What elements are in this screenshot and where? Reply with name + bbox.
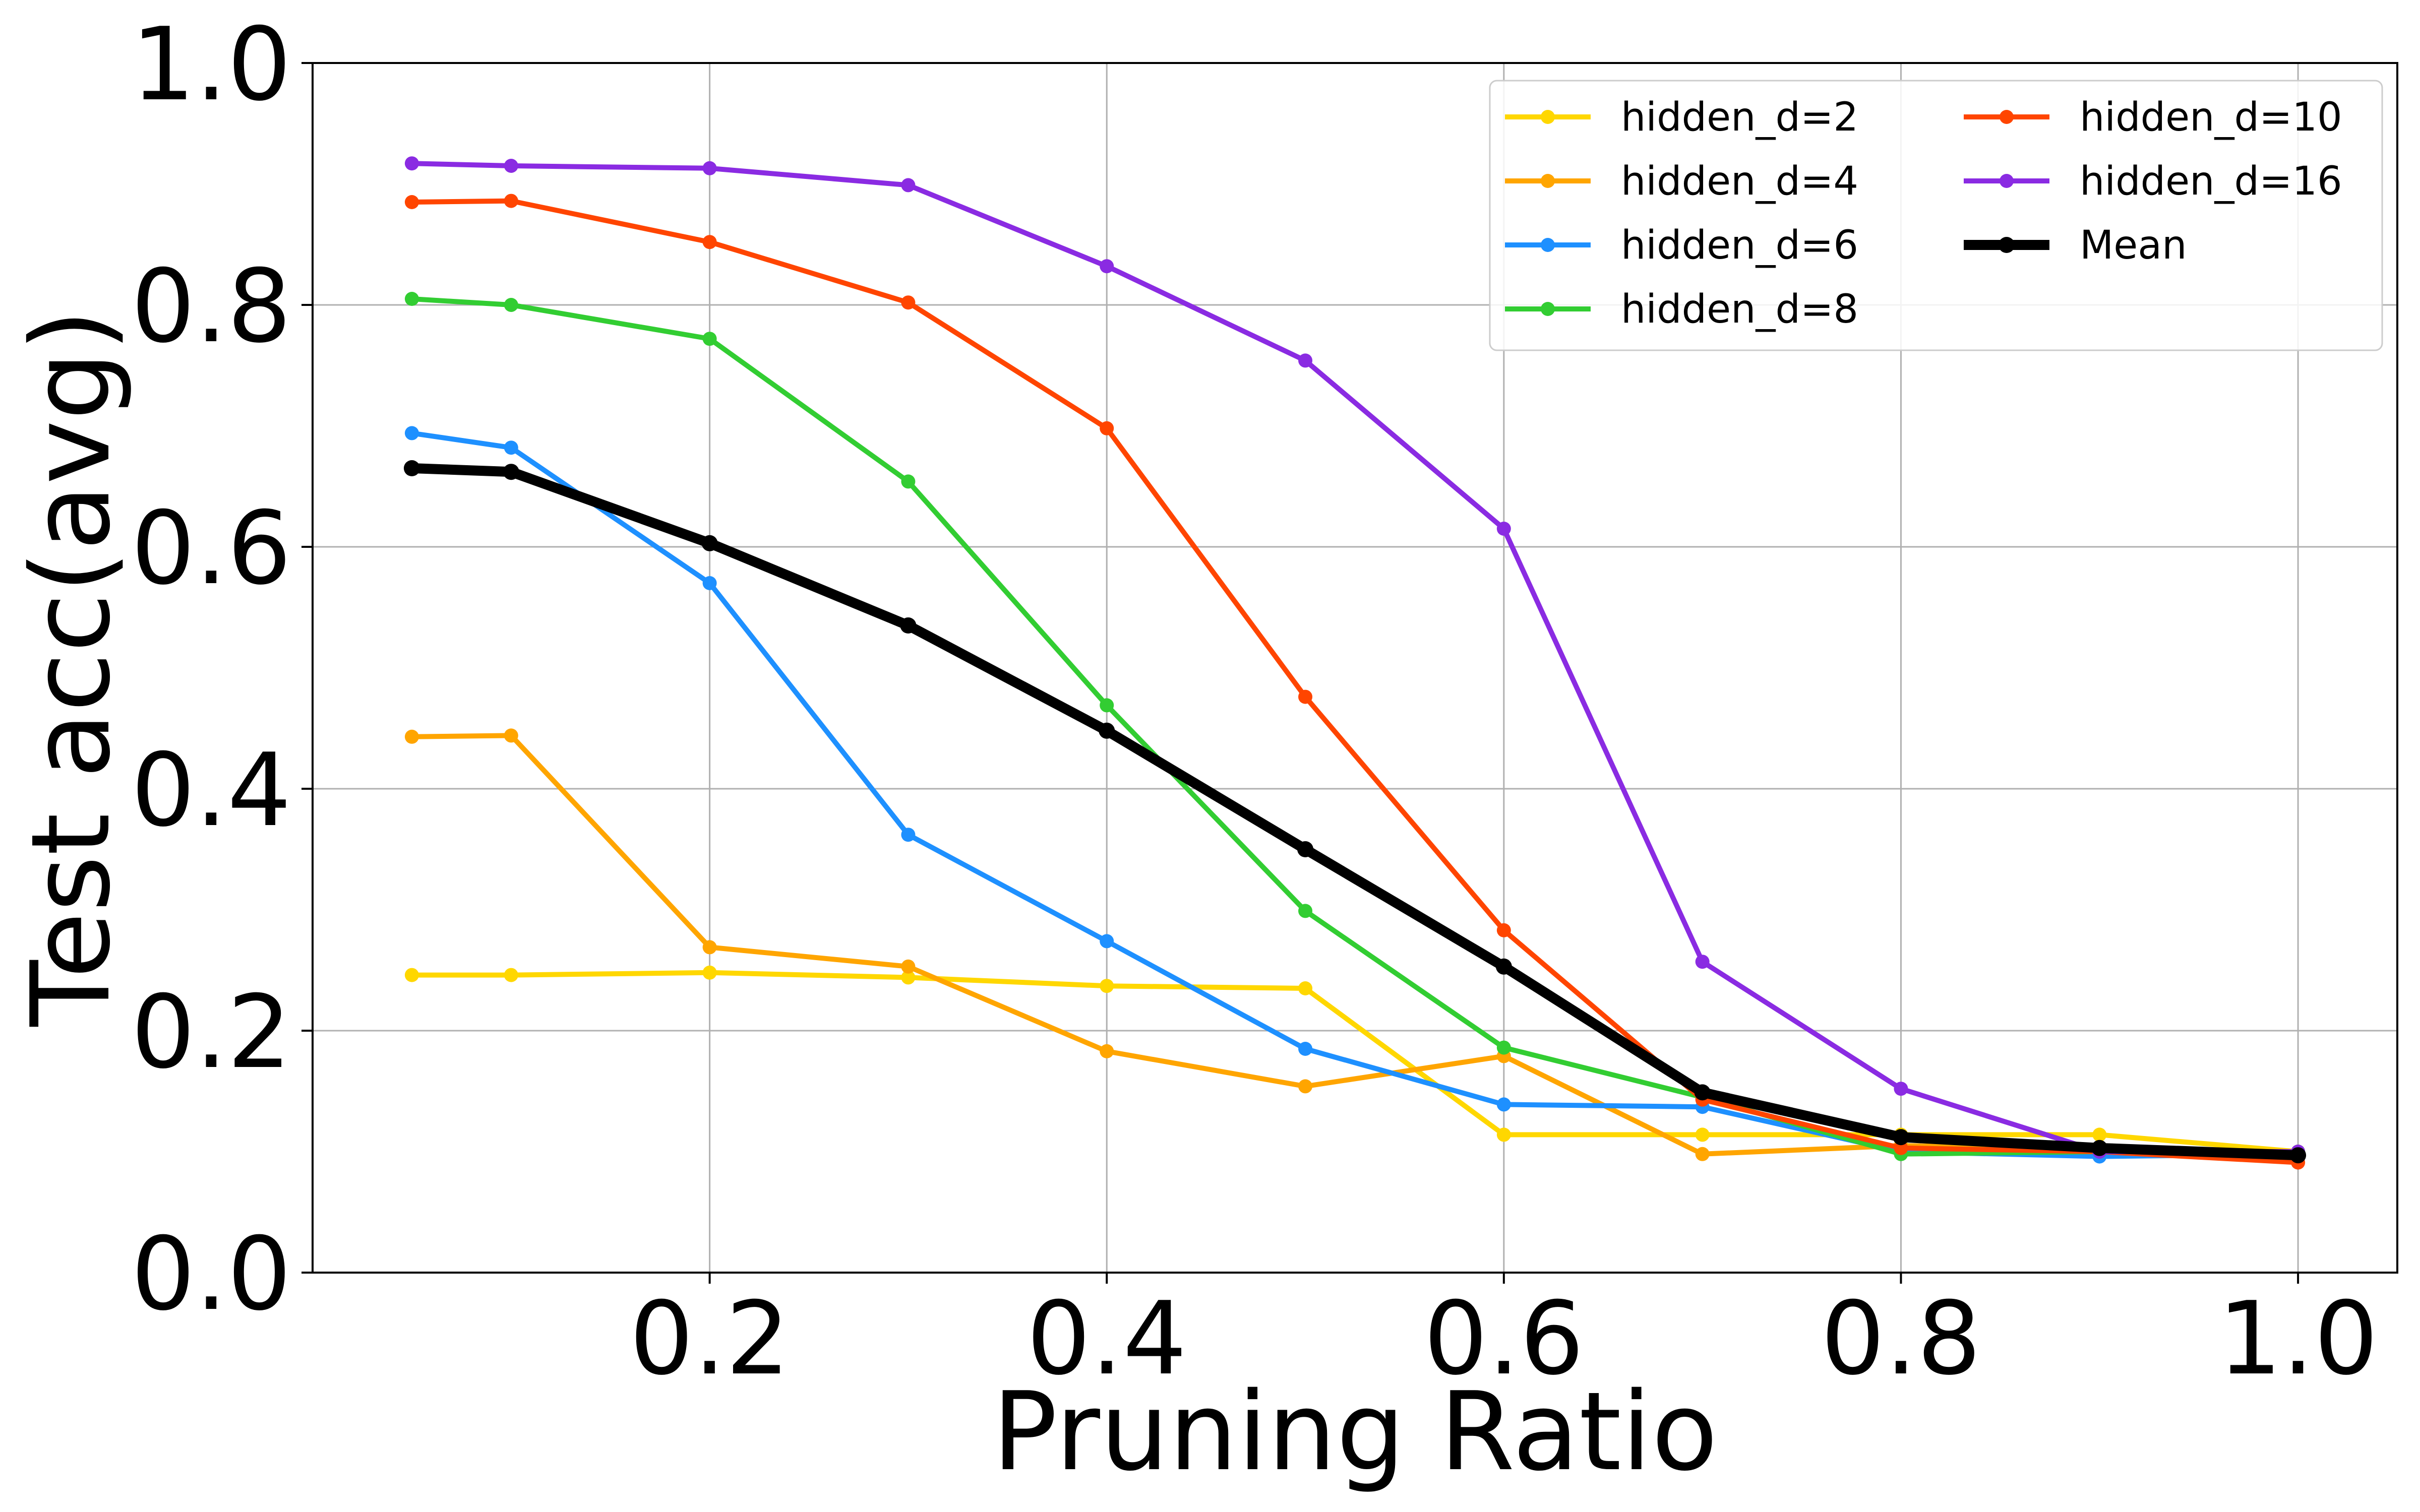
data-point [702,940,717,955]
legend-marker [2000,174,2014,188]
data-point [2091,1140,2108,1156]
y-tick-label: 1.0 [131,6,291,123]
data-point [1298,689,1313,704]
x-tick-label: 0.4 [1026,1280,1187,1398]
legend-label: hidden_d=6 [1621,223,1858,268]
data-point [1100,259,1114,274]
data-point [2290,1147,2307,1164]
legend-marker [1999,237,2015,253]
data-point [702,332,717,346]
data-point [1100,421,1114,435]
legend-frame [1489,80,2383,351]
data-point [1694,1084,1711,1101]
y-axis-title: Test acc(avg) [8,309,134,1027]
data-point [1894,1082,1908,1096]
data-point [1298,353,1313,368]
x-axis-title: Pruning Ratio [992,1368,1718,1495]
data-point [404,156,419,171]
legend-item: hidden_d=2 [1505,95,1858,140]
data-point [504,194,518,208]
series-Mean [403,460,2307,1164]
data-point [404,729,419,744]
data-point [1298,981,1313,995]
data-point [1496,522,1511,536]
data-point [901,828,916,842]
data-point [1298,1042,1313,1056]
legend-label: hidden_d=16 [2080,159,2342,204]
legend-item: hidden_d=8 [1505,287,1858,332]
legend-marker [1541,302,1555,316]
legend-marker [1541,110,1555,124]
data-point [503,464,519,480]
data-point [702,235,717,249]
x-tick-label: 0.8 [1821,1280,1981,1398]
data-point [404,195,419,209]
x-tick-label: 1.0 [2218,1280,2378,1398]
data-point [901,295,916,310]
data-point [504,968,518,982]
data-point [901,959,916,974]
data-point [1298,1079,1313,1094]
y-tick-label: 0.6 [131,490,291,607]
data-point [504,728,518,743]
data-point [1496,1040,1511,1055]
legend-item: Mean [1964,223,2187,268]
data-point [404,968,419,982]
data-point [1495,958,1512,975]
data-point [702,965,717,980]
data-point [901,178,916,193]
legend-marker [2000,110,2014,124]
legend-item: hidden_d=4 [1505,159,1858,204]
y-tick-label: 0.4 [131,732,291,849]
legend-marker [1541,238,1555,252]
legend: hidden_d=2 hidden_d=4 hidden_d=6 hidden_d=8… [1489,80,2383,351]
legend-item: hidden_d=10 [1964,95,2342,140]
data-point [404,426,419,440]
data-point [504,159,518,173]
data-point [701,535,718,551]
legend-label: Mean [2080,223,2187,268]
data-point [901,474,916,489]
data-point [1496,1097,1511,1112]
data-point [403,460,420,476]
data-point [1100,1044,1114,1058]
y-tick-label: 0.0 [131,1216,291,1333]
legend-label: hidden_d=8 [1621,287,1858,332]
legend-item: hidden_d=16 [1964,159,2342,204]
data-point [1297,841,1314,857]
data-point [1100,934,1114,949]
data-point [1496,1127,1511,1142]
data-point [1298,904,1313,918]
y-tick-label: 0.8 [131,248,291,365]
legend-label: hidden_d=10 [2080,95,2342,140]
data-point [504,440,518,455]
data-point [901,970,916,985]
axis-ticks: 0.0 0.2 0.4 0.6 0.8 1.0 0.2 0.4 0.6 0.8 1.0 [131,6,2378,1398]
data-point [1893,1129,1909,1146]
data-point [1496,923,1511,937]
data-point [1695,955,1710,969]
data-point [1100,698,1114,713]
series-lines [403,156,2307,1170]
data-point [1099,722,1115,739]
data-point [504,298,518,312]
legend-label: hidden_d=4 [1621,159,1858,204]
x-tick-label: 0.6 [1424,1280,1584,1398]
data-point [1695,1147,1710,1161]
data-point [900,617,917,634]
data-point [1894,1141,1908,1155]
legend-label: hidden_d=2 [1621,95,1858,140]
y-tick-label: 0.2 [131,974,291,1091]
data-point [702,576,717,590]
data-point [2092,1127,2107,1142]
legend-marker [1541,174,1555,188]
data-point [702,161,717,175]
data-point [1100,979,1114,993]
x-tick-label: 0.2 [630,1280,790,1398]
data-point [1695,1127,1710,1142]
plot-frame [312,62,2398,1274]
legend-item: hidden_d=6 [1505,223,1858,268]
data-point [404,292,419,306]
